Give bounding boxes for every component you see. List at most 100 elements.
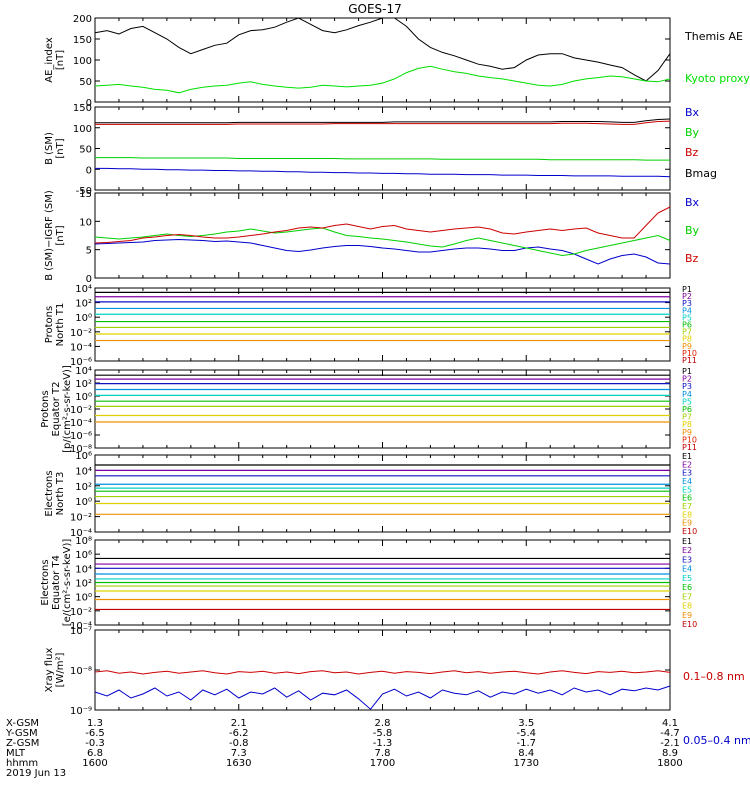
y-tick-label: 10⁻² <box>70 607 92 618</box>
y-tick-label: 0 <box>86 98 92 109</box>
y-axis-label: [e/(cm²-s-sr-keV)] <box>62 539 73 627</box>
y-axis-label: AE_index <box>44 37 55 83</box>
y-tick-label: 10⁶ <box>75 451 92 462</box>
footer-value: -1.7 <box>516 738 536 749</box>
channel-label: P7 <box>682 328 692 337</box>
channel-label: E8 <box>682 602 692 611</box>
chart-title: GOES-17 <box>348 2 402 16</box>
y-tick-label: 10⁴ <box>75 366 92 377</box>
y-tick-label: 10⁻⁷ <box>70 626 92 637</box>
channel-label: E3 <box>682 555 692 564</box>
legend-entry: Bmag <box>685 167 717 180</box>
y-tick-label: -50 <box>76 186 92 197</box>
y-axis-label: B (SM) <box>44 132 55 165</box>
y-tick-label: 15 <box>79 189 92 200</box>
y-tick-label: 10⁴ <box>75 564 92 575</box>
footer-value: 4.1 <box>662 718 678 729</box>
panel-frame-5 <box>94 369 671 449</box>
series-line-bz <box>95 120 671 125</box>
channel-label: P7 <box>682 413 692 422</box>
series-line-by <box>95 157 670 161</box>
footer-value: -5.4 <box>516 728 536 739</box>
channel-label: E5 <box>682 574 692 583</box>
y-tick-label: 10⁻⁴ <box>70 418 92 429</box>
footer-row-label: Z-GSM <box>6 738 39 749</box>
y-axis-label: Equator T4 <box>51 555 62 610</box>
channel-label: E7 <box>682 502 692 511</box>
footer-value: 1600 <box>82 758 107 769</box>
footer-value: 1730 <box>514 758 539 769</box>
channel-label: E4 <box>682 477 692 486</box>
channel-label: P8 <box>682 420 692 429</box>
channel-label: P8 <box>682 335 692 344</box>
channel-label: E10 <box>682 620 697 629</box>
y-tick-label: 0 <box>86 274 92 285</box>
channel-label: P5 <box>682 313 692 322</box>
y-tick-label: 50 <box>79 145 92 156</box>
y-tick-label: 10 <box>79 217 92 228</box>
footer-value: 1700 <box>370 758 395 769</box>
panel-frame-6 <box>94 454 671 533</box>
channel-label: P1 <box>682 367 692 376</box>
y-axis-label: Xray flux <box>44 648 55 693</box>
legend-entry: Bz <box>685 146 699 159</box>
y-axis-label: Protons <box>40 390 51 427</box>
channel-label: P10 <box>682 435 697 444</box>
y-tick-label: 10⁻⁴ <box>70 621 92 632</box>
channel-label: E5 <box>682 485 692 494</box>
y-axis-label: [nT] <box>55 138 66 158</box>
channel-label: E6 <box>682 583 692 592</box>
channel-label: P4 <box>682 390 692 399</box>
series-line-bmag <box>95 118 671 124</box>
y-tick-label: 10⁻⁴ <box>70 342 92 353</box>
channel-label: P4 <box>682 306 692 315</box>
y-tick-label: 10⁰ <box>75 497 92 508</box>
channel-label: P11 <box>682 443 697 452</box>
footer-value: -4.7 <box>660 728 680 739</box>
y-tick-label: 10⁰ <box>75 313 92 324</box>
channel-label: P6 <box>682 405 692 414</box>
y-tick-label: 10⁻⁹ <box>70 706 92 717</box>
y-tick-label: 10⁻² <box>70 328 92 339</box>
series-line-bx <box>95 167 671 178</box>
panel-frame-2 <box>94 106 671 191</box>
footer-value: -6.2 <box>229 728 249 739</box>
y-axis-label: B (SM)−IGRF (SM) <box>44 190 55 281</box>
channel-label: P3 <box>682 299 692 308</box>
channel-label: E1 <box>682 452 692 461</box>
panel-frame-8 <box>94 629 671 711</box>
channel-label: P9 <box>682 342 692 351</box>
series-line-0-05-0-4-nm <box>94 685 671 710</box>
y-tick-label: 10⁻⁸ <box>70 666 92 677</box>
channel-label: P3 <box>682 382 692 391</box>
legend-entry: Kyoto proxy AE <box>685 72 750 85</box>
y-axis-label: Equator T2 <box>51 382 62 437</box>
y-axis-label: North T3 <box>55 472 66 516</box>
y-axis-label: [W/m²] <box>55 652 66 687</box>
y-tick-label: 10² <box>75 379 92 390</box>
y-tick-label: 10⁻⁸ <box>70 444 92 455</box>
y-axis-label: Electrons <box>40 559 51 605</box>
footer-value: 7.8 <box>375 748 391 759</box>
legend-entry: Themis AE <box>684 30 743 43</box>
channel-label: P9 <box>682 428 692 437</box>
footer-value: -0.8 <box>229 738 249 749</box>
y-tick-label: 10⁻⁶ <box>70 431 92 442</box>
channel-label: E6 <box>682 494 692 503</box>
y-axis-label: North T1 <box>55 303 66 347</box>
legend-entry: 0.1–0.8 nm <box>683 670 745 683</box>
y-tick-label: 10⁴ <box>75 284 92 295</box>
y-axis-label: Protons <box>44 306 55 343</box>
legend-entry: 0.05–0.4 nm <box>683 734 750 747</box>
channel-label: P2 <box>682 375 692 384</box>
panel-frame-4 <box>94 287 671 362</box>
legend-entry: By <box>685 126 700 139</box>
footer-value: 7.3 <box>231 748 247 759</box>
y-tick-label: 10⁻² <box>70 405 92 416</box>
channel-label: E2 <box>682 460 692 469</box>
date-label: 2019 Jun 13 <box>6 768 66 779</box>
footer-value: 1630 <box>226 758 251 769</box>
y-tick-label: 150 <box>73 103 92 114</box>
y-tick-label: 10⁰ <box>75 593 92 604</box>
